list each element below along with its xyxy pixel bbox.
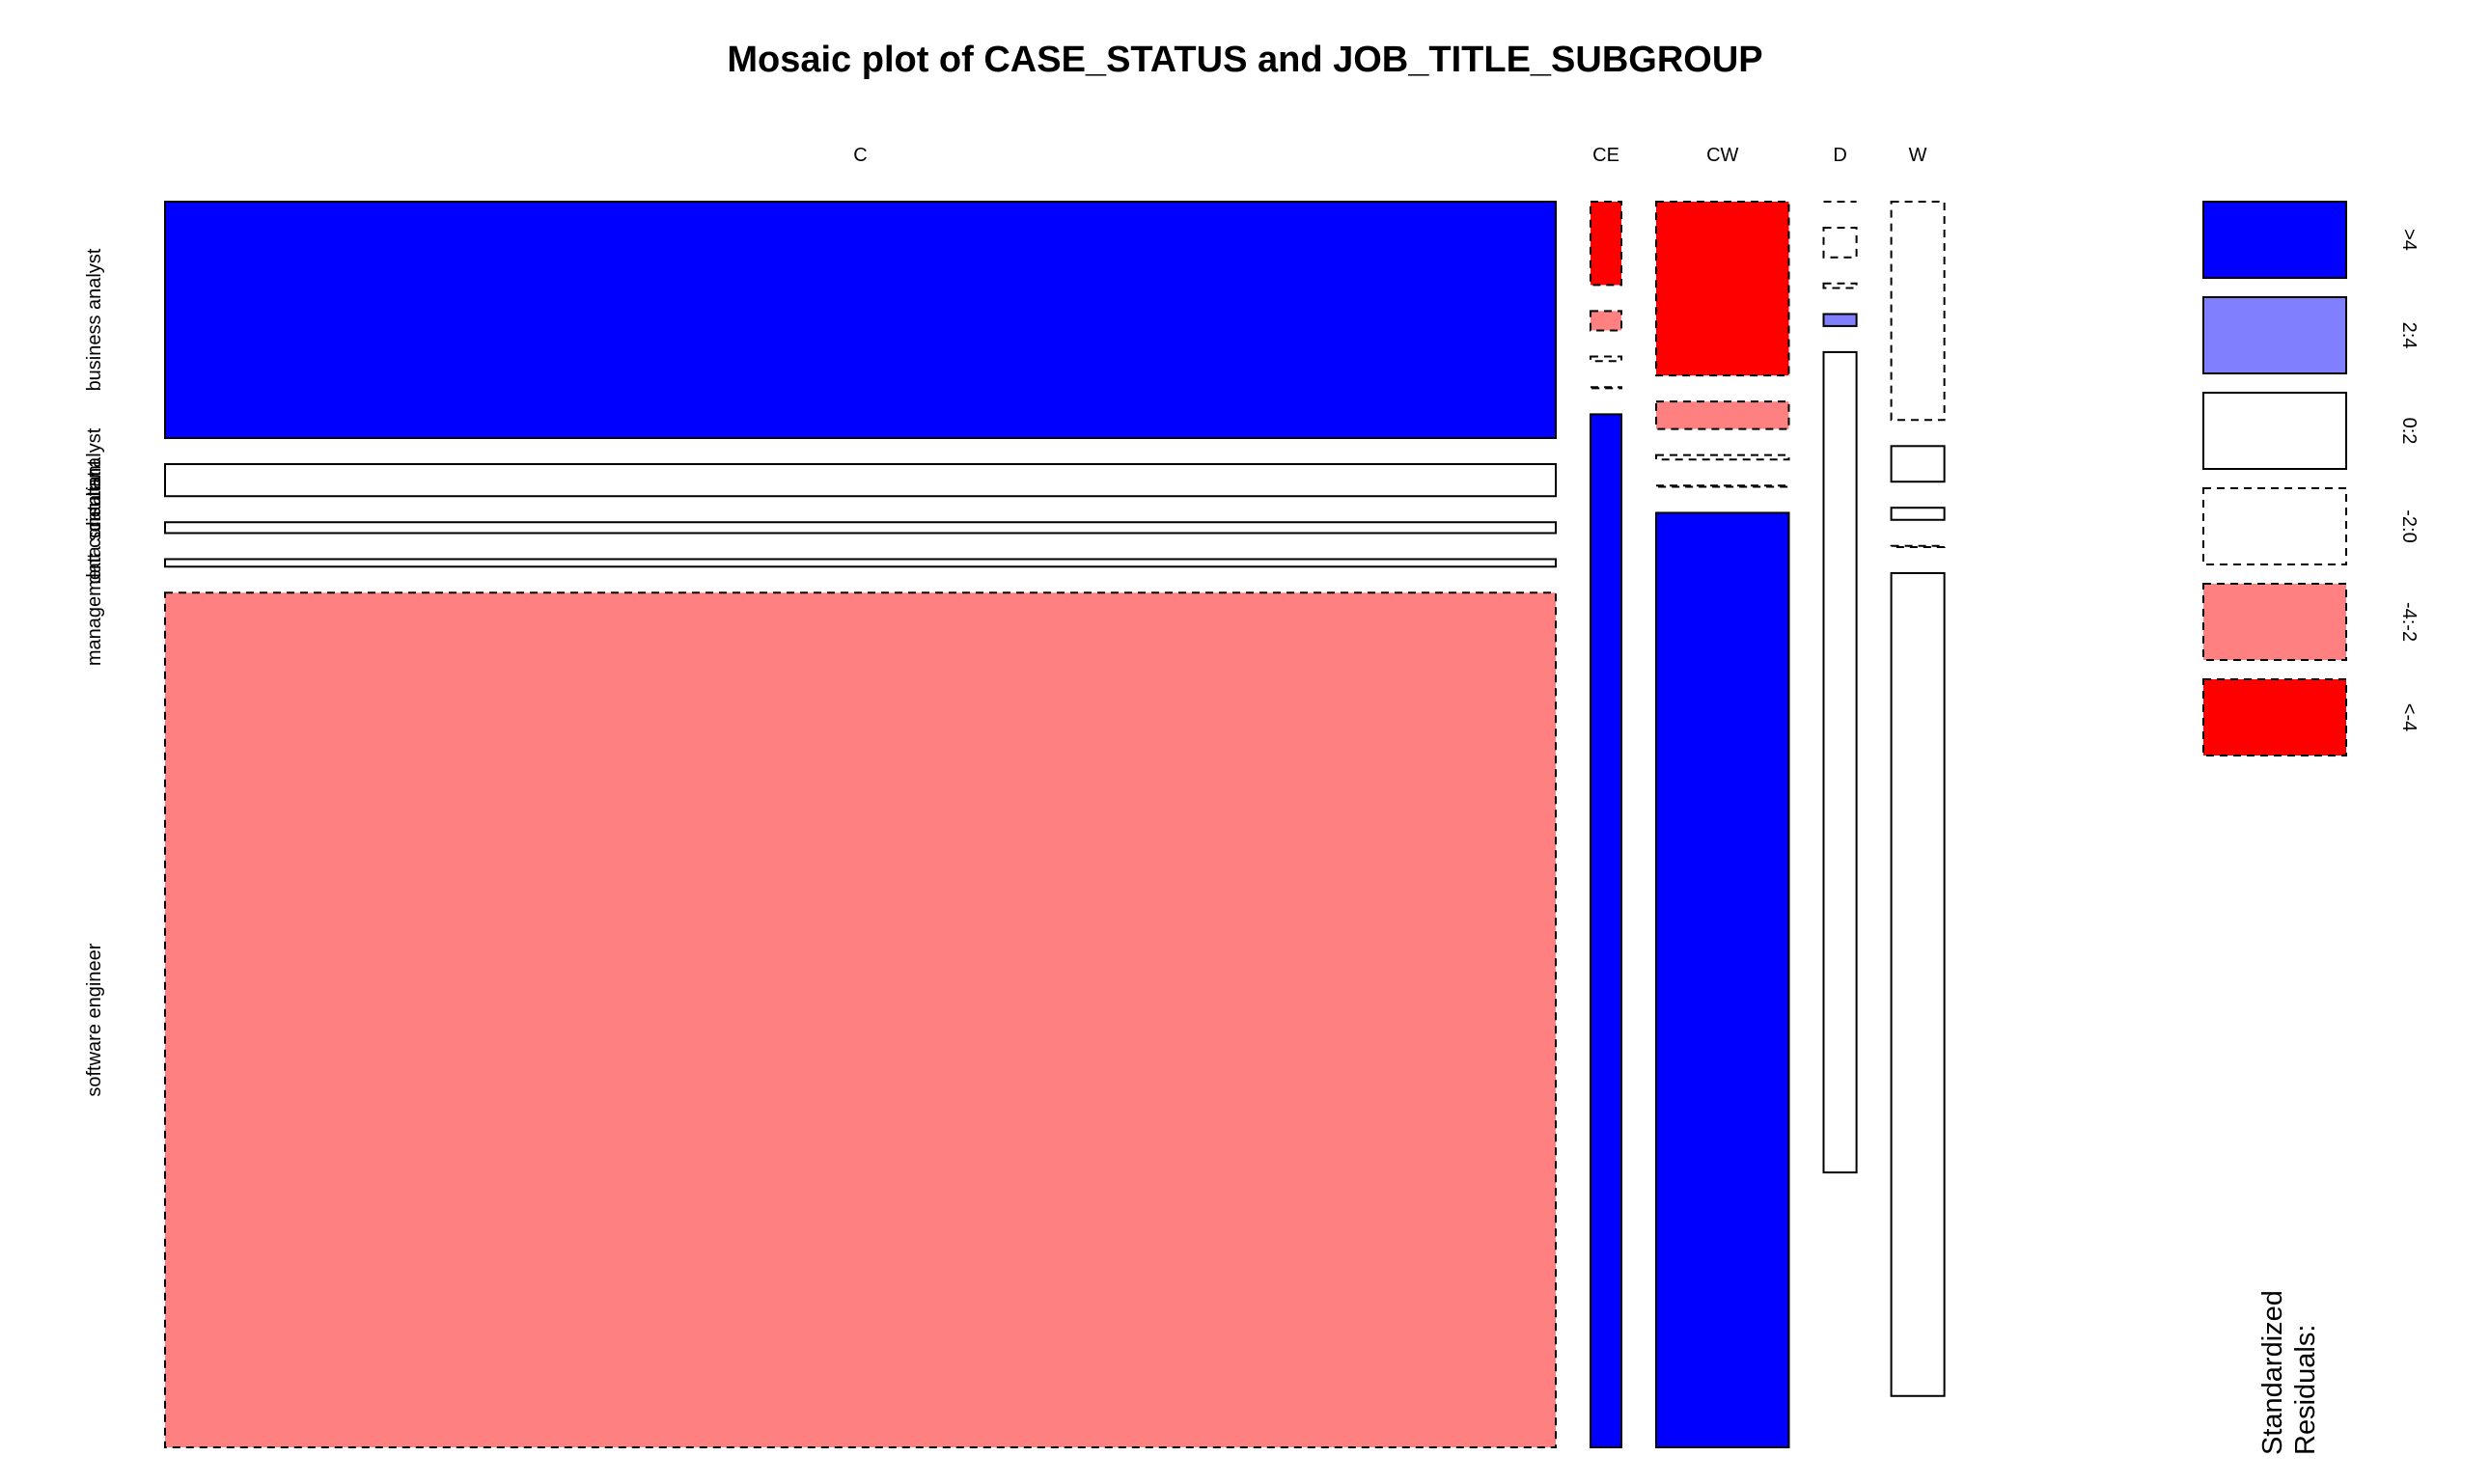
tile-c-software-engineer [164, 591, 1558, 1448]
tile-w-data-scientist [1890, 507, 1946, 521]
legend: >4 2:4 0:2 -2:0 -4:-2 <-4 Standardized Residual… [2202, 201, 2420, 1455]
mosaic-tiles [164, 201, 1946, 1448]
tile-ce-business-analyst [1590, 201, 1623, 287]
column-label-c: C [853, 145, 867, 166]
legend-title-line-1: Standardized [2257, 1290, 2288, 1455]
tile-c-data-analyst [164, 462, 1558, 498]
tile-w-management-consultant [1890, 544, 1946, 548]
row-label-business-analyst: business analyst [84, 248, 105, 391]
tile-d-management-consultant [1822, 313, 1858, 327]
tile-c-management-consultant [164, 558, 1558, 568]
legend-label-m2to0: -2:0 [2398, 509, 2420, 542]
tile-w-software-engineer [1890, 571, 1946, 1397]
column-label-w: W [1909, 145, 1927, 166]
legend-title-line-2: Residuals: [2290, 1325, 2321, 1455]
legend-swatch-m2to0 [2202, 487, 2347, 565]
tile-w-business-analyst [1890, 201, 1946, 422]
row-label-software-engineer: software engineer [84, 943, 105, 1096]
tile-ce-software-engineer [1590, 413, 1623, 1448]
tile-w-data-analyst [1890, 445, 1946, 483]
legend-swatch-2to4 [2202, 296, 2347, 374]
legend-label-gt4: >4 [2398, 229, 2420, 251]
column-label-cw: CW [1706, 145, 1738, 166]
tile-ce-data-scientist [1590, 355, 1623, 363]
row-label-management-consultant: management consultant [84, 459, 105, 666]
column-label-ce: CE [1592, 145, 1619, 166]
tile-d-data-analyst [1822, 227, 1858, 259]
legend-label-lt_m4: <-4 [2398, 703, 2420, 731]
tile-cw-data-analyst [1655, 400, 1790, 430]
tile-ce-management-consultant [1590, 386, 1623, 390]
tile-d-software-engineer [1822, 350, 1858, 1174]
legend-swatch-m4tom2 [2202, 583, 2347, 661]
row-label-data-analyst: data analyst [84, 427, 105, 532]
tile-cw-data-scientist [1655, 453, 1790, 461]
legend-swatch-gt4 [2202, 201, 2347, 279]
tile-c-business-analyst [164, 201, 1558, 439]
legend-swatch-0to2 [2202, 392, 2347, 470]
tile-cw-software-engineer [1655, 511, 1790, 1448]
column-labels: C CE CW D W [853, 145, 1926, 166]
column-label-d: D [1833, 145, 1846, 166]
tile-c-data-scientist [164, 521, 1558, 535]
legend-swatch-lt_m4 [2202, 678, 2347, 756]
legend-label-m4tom2: -4:-2 [2398, 602, 2420, 642]
legend-label-2to4: 2:4 [2398, 322, 2420, 349]
row-label-data-scientist: data scientist [84, 471, 105, 584]
legend-label-0to2: 0:2 [2398, 418, 2420, 445]
tile-cw-business-analyst [1655, 201, 1790, 377]
chart-title: Mosaic plot of CASE_STATUS and JOB_TITLE… [727, 40, 1762, 80]
tile-ce-data-analyst [1590, 310, 1623, 332]
tile-d-data-scientist [1822, 282, 1858, 289]
tile-cw-management-consultant [1655, 484, 1790, 488]
